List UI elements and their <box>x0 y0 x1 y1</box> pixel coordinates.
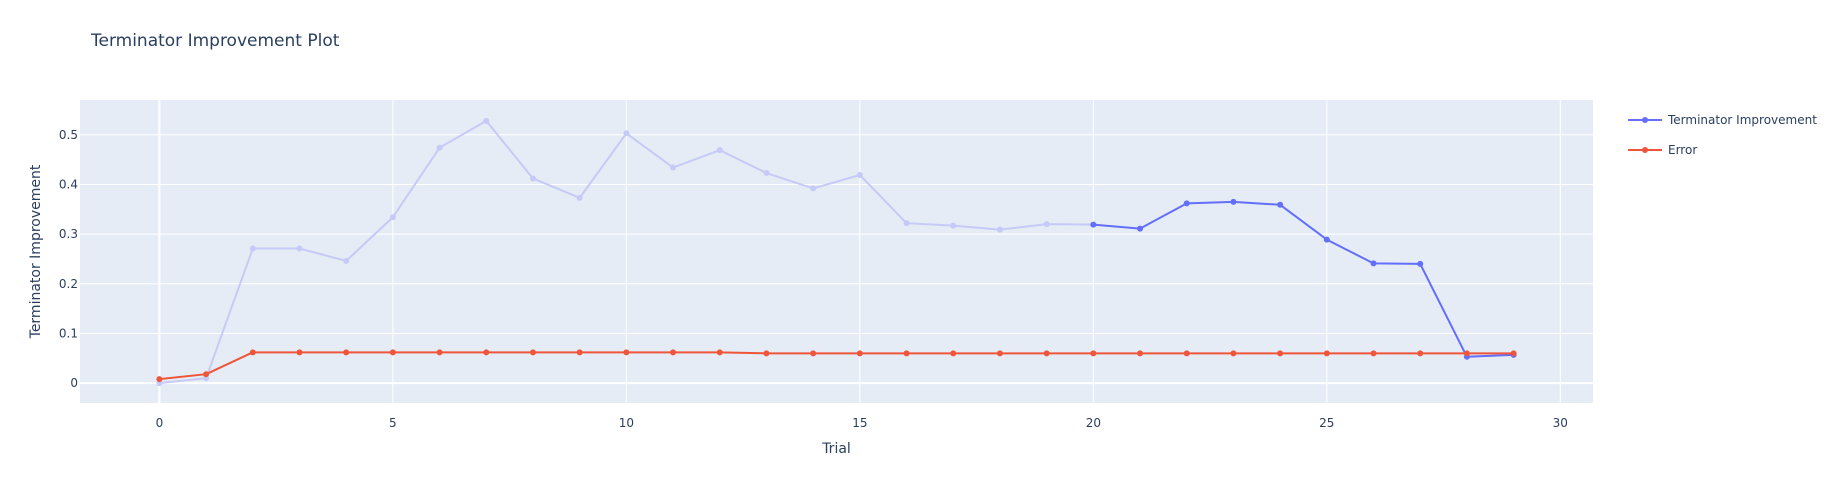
legend-label-improvement: Terminator Improvement <box>1668 113 1817 127</box>
error-point[interactable] <box>670 349 677 356</box>
error-point[interactable] <box>1043 350 1050 357</box>
improvement-point[interactable] <box>1417 260 1424 267</box>
error-point[interactable] <box>436 349 443 356</box>
x-tick-label: 5 <box>389 416 397 430</box>
series-line-error <box>159 351 1514 381</box>
legend-label-error: Error <box>1668 143 1698 157</box>
error-point[interactable] <box>203 371 210 378</box>
error-point[interactable] <box>1277 350 1284 357</box>
y-tick-label: 0.1 <box>59 326 78 340</box>
x-tick-label: 30 <box>1553 416 1568 430</box>
improvement-point[interactable] <box>343 257 350 264</box>
legend-swatch-error-icon <box>1628 147 1662 153</box>
y-tick-label: 0.5 <box>59 128 78 142</box>
series-layer <box>156 117 1517 387</box>
error-point[interactable] <box>1510 350 1517 357</box>
error-point[interactable] <box>903 350 910 357</box>
x-axis-label: Trial <box>821 441 851 457</box>
improvement-point[interactable] <box>529 175 536 182</box>
y-axis-label: Terminator Improvement <box>28 164 44 339</box>
improvement-point[interactable] <box>1043 221 1050 228</box>
improvement-point[interactable] <box>950 222 957 229</box>
error-point[interactable] <box>343 349 350 356</box>
error-point[interactable] <box>156 376 163 383</box>
x-tick-label: 10 <box>619 416 634 430</box>
improvement-point[interactable] <box>1090 221 1097 228</box>
error-point[interactable] <box>389 349 396 356</box>
error-point[interactable] <box>716 349 723 356</box>
x-tick-label: 20 <box>1086 416 1101 430</box>
error-point[interactable] <box>1183 350 1190 357</box>
improvement-point[interactable] <box>436 144 443 151</box>
chart-title: Terminator Improvement Plot <box>91 31 340 51</box>
improvement-point[interactable] <box>576 194 583 201</box>
y-tick-label: 0.4 <box>59 177 78 191</box>
legend-item-improvement[interactable]: Terminator Improvement <box>1628 105 1817 135</box>
legend-item-error[interactable]: Error <box>1628 135 1817 165</box>
error-point[interactable] <box>1090 350 1097 357</box>
grid-lines <box>80 100 1593 403</box>
improvement-point[interactable] <box>296 245 303 252</box>
error-point[interactable] <box>996 350 1003 357</box>
series-line-improvement <box>1093 200 1514 358</box>
x-tick-label: 15 <box>852 416 867 430</box>
error-point[interactable] <box>249 349 256 356</box>
improvement-point[interactable] <box>810 185 817 192</box>
legend-swatch-improvement-icon <box>1628 117 1662 123</box>
improvement-point[interactable] <box>856 172 863 179</box>
error-point[interactable] <box>576 349 583 356</box>
y-tick-label: 0.3 <box>59 227 78 241</box>
y-tick-label: 0 <box>70 376 78 390</box>
error-point[interactable] <box>763 350 770 357</box>
error-point[interactable] <box>529 349 536 356</box>
error-point[interactable] <box>483 349 490 356</box>
error-point[interactable] <box>1323 350 1330 357</box>
improvement-point[interactable] <box>903 220 910 227</box>
error-point[interactable] <box>950 350 957 357</box>
improvement-point[interactable] <box>1277 201 1284 208</box>
error-point[interactable] <box>1370 350 1377 357</box>
y-tick-label: 0.2 <box>59 277 78 291</box>
improvement-point[interactable] <box>249 245 256 252</box>
error-point[interactable] <box>1137 350 1144 357</box>
x-tick-label: 0 <box>156 416 164 430</box>
improvement-point[interactable] <box>1230 198 1237 205</box>
improvement-point[interactable] <box>670 164 677 171</box>
improvement-point[interactable] <box>1137 225 1144 232</box>
error-point[interactable] <box>623 349 630 356</box>
improvement-point[interactable] <box>716 147 723 154</box>
improvement-point[interactable] <box>763 170 770 177</box>
improvement-point[interactable] <box>996 226 1003 233</box>
improvement-point[interactable] <box>1183 200 1190 207</box>
error-point[interactable] <box>1463 350 1470 357</box>
error-point[interactable] <box>856 350 863 357</box>
improvement-point[interactable] <box>1370 260 1377 267</box>
axis-ticks: 0 5 10 15 20 25 30 0 0.1 0.2 0.3 0.4 0.5 <box>59 128 1568 430</box>
improvement-point[interactable] <box>623 130 630 137</box>
error-point[interactable] <box>1230 350 1237 357</box>
improvement-point[interactable] <box>1323 236 1330 243</box>
x-tick-label: 25 <box>1319 416 1334 430</box>
error-point[interactable] <box>296 349 303 356</box>
error-point[interactable] <box>810 350 817 357</box>
improvement-point[interactable] <box>389 214 396 221</box>
legend: Terminator Improvement Error <box>1628 105 1817 165</box>
error-point[interactable] <box>1417 350 1424 357</box>
improvement-point[interactable] <box>483 117 490 124</box>
